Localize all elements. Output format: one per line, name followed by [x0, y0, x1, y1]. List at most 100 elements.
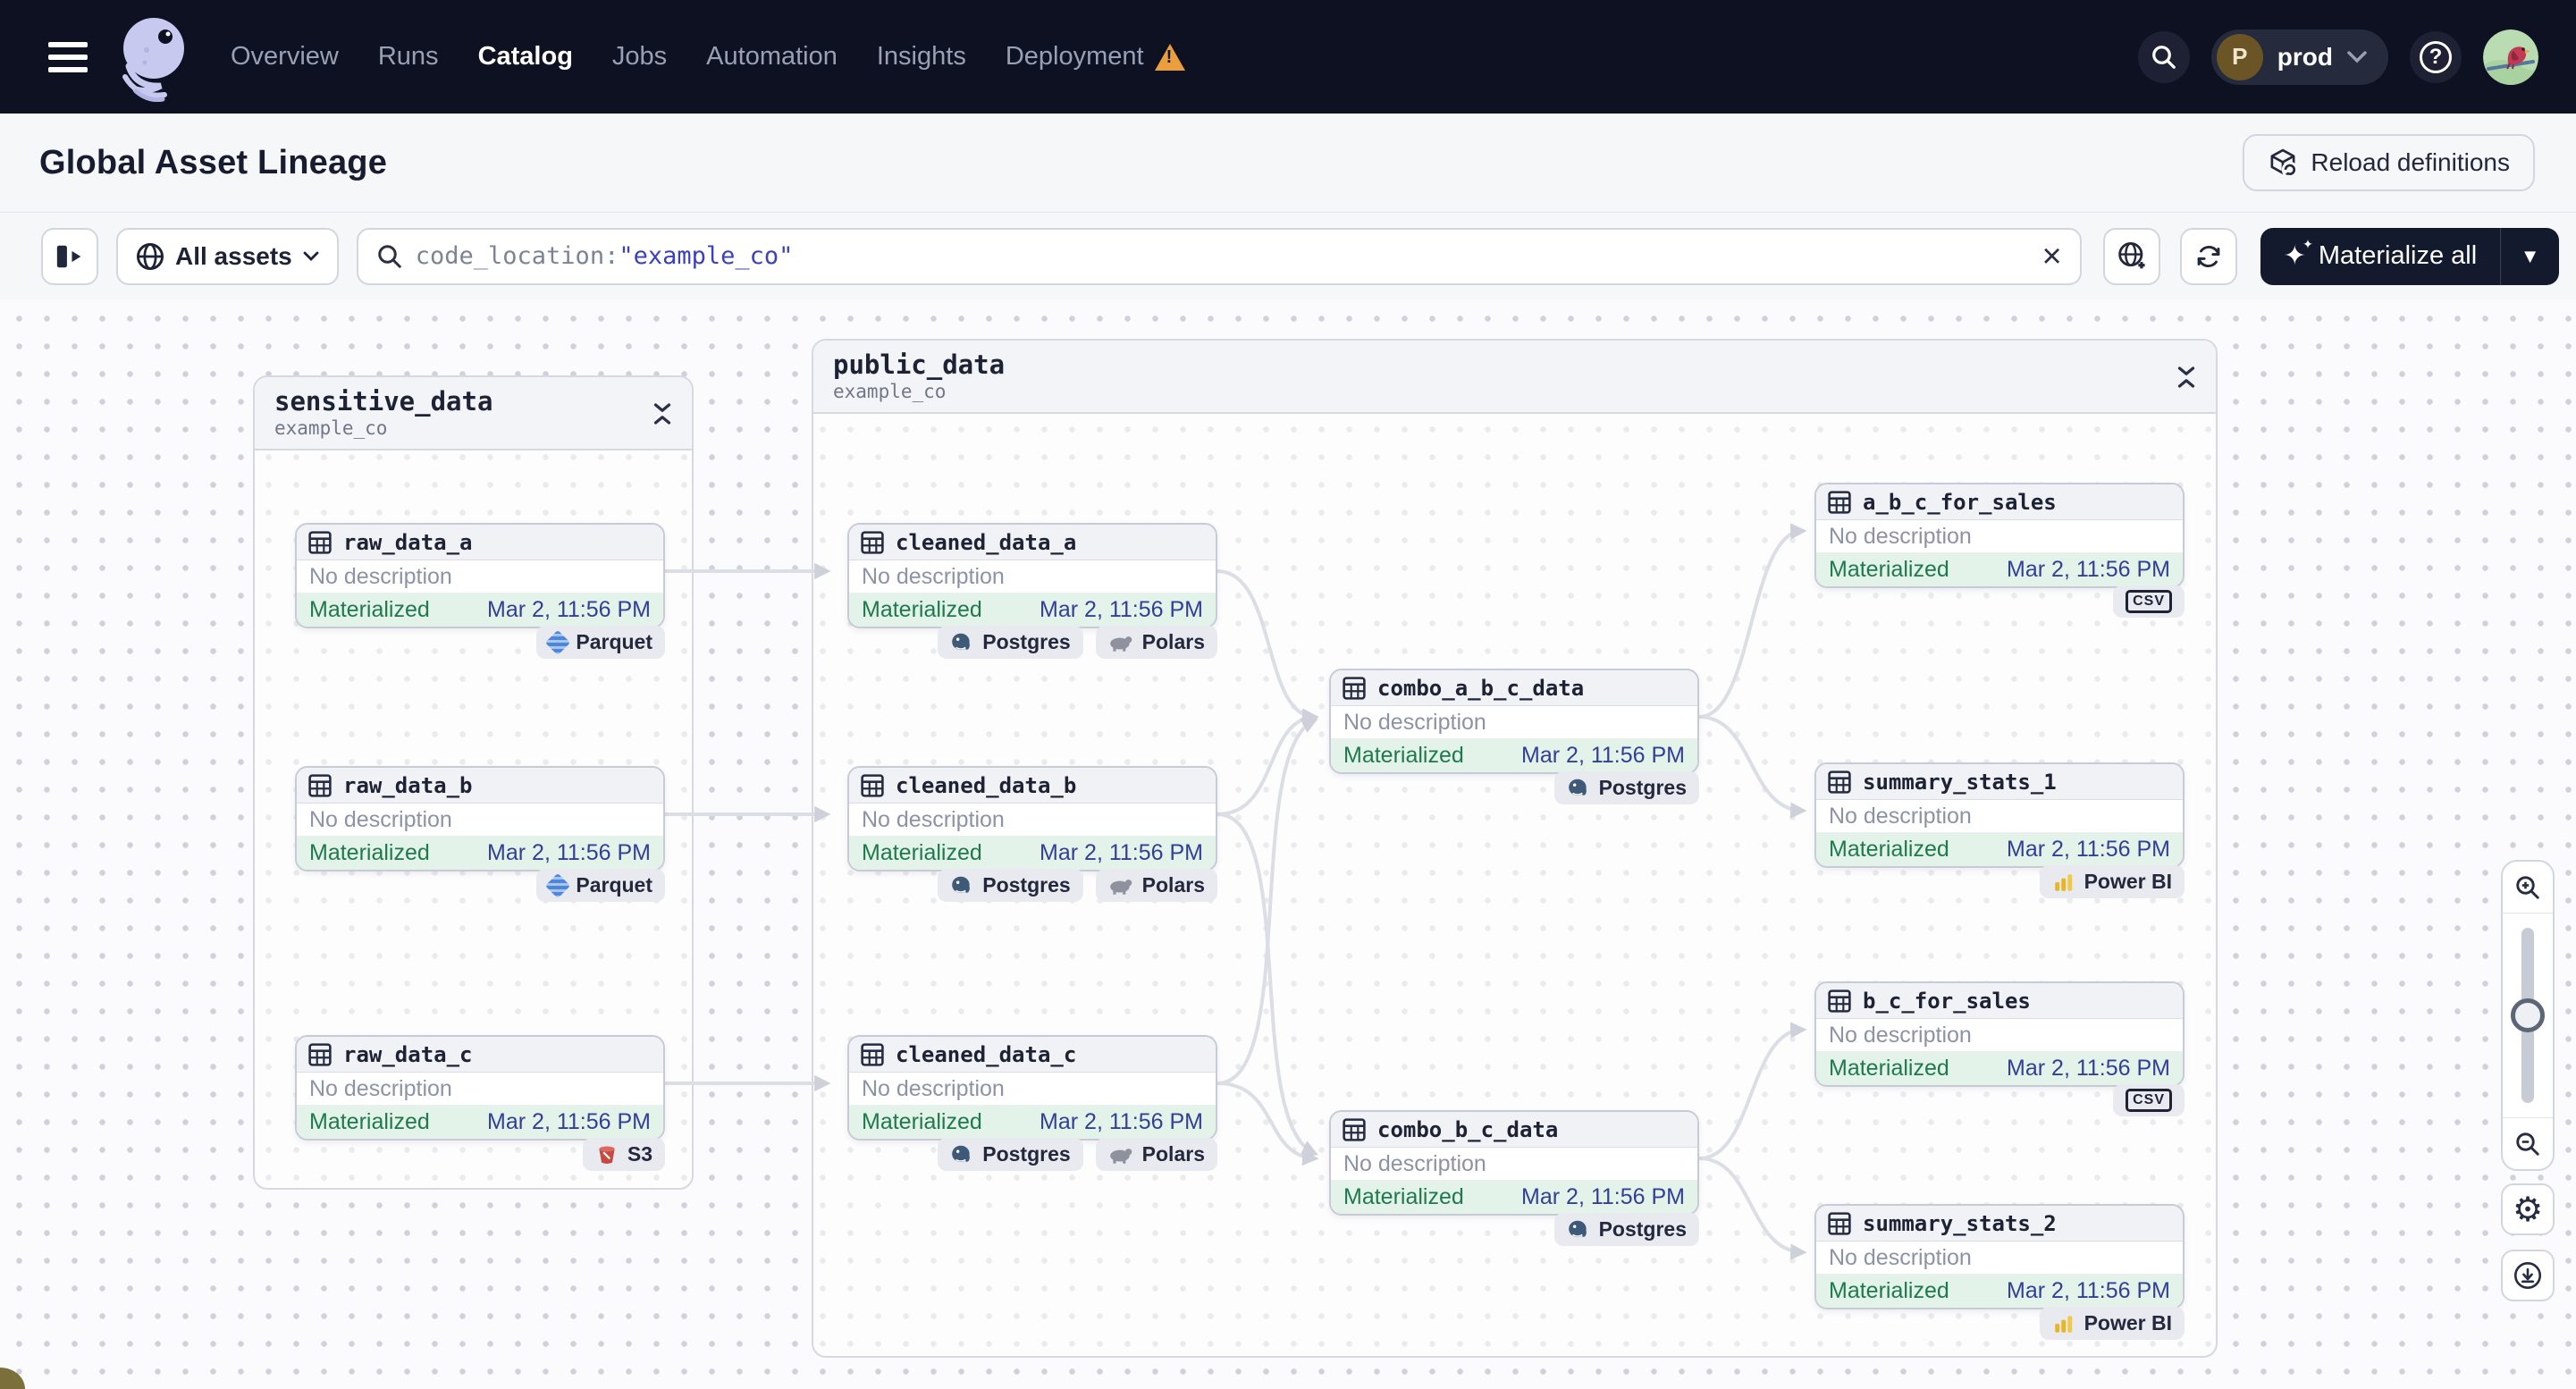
- kind-tag-powerbi[interactable]: Power BI: [2039, 865, 2185, 898]
- asset-description: No description: [849, 560, 1216, 593]
- nav-item-insights[interactable]: Insights: [876, 42, 966, 71]
- download-icon: [2513, 1261, 2542, 1290]
- reload-definitions-label: Reload definitions: [2311, 148, 2510, 176]
- asset-status: Materialized: [1829, 557, 1949, 582]
- zoom-out-button[interactable]: [2503, 1117, 2553, 1169]
- kind-tag-postgres[interactable]: Postgres: [938, 869, 1083, 902]
- graph-settings-button[interactable]: ⚙: [2501, 1183, 2555, 1235]
- table-icon: [1828, 1211, 1851, 1235]
- group-header[interactable]: public_data example_co: [813, 341, 2216, 414]
- kind-tag-polars[interactable]: Polars: [1095, 1138, 1217, 1171]
- asset-description: No description: [1816, 800, 2183, 833]
- reload-definitions-button[interactable]: Reload definitions: [2243, 134, 2535, 191]
- nav-item-automation[interactable]: Automation: [706, 42, 838, 71]
- group-code-location: example_co: [274, 417, 388, 439]
- asset-scope-dropdown[interactable]: All assets: [116, 227, 339, 285]
- asset-name: cleaned_data_b: [896, 772, 1077, 798]
- postgres-icon: [952, 633, 971, 650]
- kind-tag-parquet[interactable]: Parquet: [536, 626, 665, 659]
- collapse-group-icon[interactable]: [2175, 364, 2198, 391]
- kind-tag-postgres[interactable]: Postgres: [938, 1138, 1083, 1171]
- asset-description: No description: [1816, 520, 2183, 553]
- asset-node-combo-a-b-c-data[interactable]: combo_a_b_c_data No description Material…: [1329, 669, 1699, 774]
- refresh-icon: [2197, 245, 2220, 267]
- asset-name: combo_a_b_c_data: [1377, 675, 1585, 701]
- dagster-logo-icon[interactable]: [109, 13, 195, 102]
- nav-item-overview[interactable]: Overview: [231, 42, 339, 71]
- clear-search-icon[interactable]: ×: [2041, 237, 2062, 275]
- global-search-button[interactable]: [2137, 30, 2190, 83]
- search-query-value: "example_co": [619, 242, 794, 270]
- kind-tag-parquet[interactable]: Parquet: [536, 869, 665, 902]
- refresh-button[interactable]: [2179, 227, 2237, 285]
- powerbi-icon: [2054, 1315, 2072, 1333]
- asset-status: Materialized: [309, 597, 430, 622]
- kind-tag-s3[interactable]: S3: [582, 1138, 665, 1171]
- tag-label: Polars: [1141, 873, 1205, 897]
- user-avatar[interactable]: [2483, 29, 2538, 85]
- help-button[interactable]: ?: [2410, 30, 2462, 83]
- chevron-down-icon: [303, 251, 319, 261]
- kind-tag-polars[interactable]: Polars: [1095, 869, 1217, 902]
- page-header: Global Asset Lineage Reload definitions: [0, 114, 2576, 213]
- kind-tag-postgres[interactable]: Postgres: [1553, 771, 1699, 804]
- zoom-slider-thumb[interactable]: [2511, 998, 2545, 1032]
- asset-node-raw-data-b[interactable]: raw_data_b No description Materialized Ma…: [295, 766, 665, 871]
- table-icon: [308, 1042, 332, 1066]
- kind-tag-csv[interactable]: CSV: [2113, 1084, 2185, 1116]
- asset-node-raw-data-c[interactable]: raw_data_c No description Materialized Ma…: [295, 1035, 665, 1141]
- materialize-options-caret[interactable]: ▼: [2500, 227, 2559, 285]
- asset-status: Materialized: [1829, 1278, 1949, 1303]
- kind-tag-csv[interactable]: CSV: [2113, 585, 2185, 618]
- asset-node-a-b-c-for-sales[interactable]: a_b_c_for_sales No description Materiali…: [1814, 483, 2185, 588]
- collapse-group-icon[interactable]: [651, 400, 674, 427]
- table-icon: [861, 773, 884, 797]
- kind-tag-powerbi[interactable]: Power BI: [2039, 1307, 2185, 1340]
- asset-node-summary-stats-2[interactable]: summary_stats_2 No description Materiali…: [1814, 1204, 2185, 1309]
- nav-item-catalog[interactable]: Catalog: [477, 42, 573, 71]
- nav-item-jobs[interactable]: Jobs: [611, 42, 668, 71]
- lineage-search-input[interactable]: code_location:"example_co" ×: [356, 227, 2082, 285]
- asset-name: a_b_c_for_sales: [1863, 489, 2057, 515]
- materialize-all-button[interactable]: ✦ Materialize all: [2260, 228, 2500, 285]
- asset-node-b-c-for-sales[interactable]: b_c_for_sales No description Materialize…: [1814, 981, 2185, 1087]
- sparkles-icon: ✦: [2284, 238, 2313, 270]
- postgres-icon: [1568, 779, 1587, 796]
- asset-description: No description: [297, 1073, 663, 1106]
- reload-cube-icon: [2270, 148, 2299, 178]
- parquet-icon: [545, 872, 571, 898]
- csv-icon: CSV: [2126, 590, 2172, 613]
- kind-tag-postgres[interactable]: Postgres: [938, 626, 1083, 659]
- asset-name: raw_data_b: [343, 772, 473, 798]
- group-header[interactable]: sensitive_data example_co: [255, 377, 692, 450]
- asset-node-combo-b-c-data[interactable]: combo_b_c_data No description Materializ…: [1329, 1110, 1699, 1216]
- zoom-in-button[interactable]: [2503, 862, 2553, 913]
- kind-tag-postgres[interactable]: Postgres: [1553, 1213, 1699, 1246]
- asset-description: No description: [1816, 1242, 2183, 1275]
- hamburger-menu-icon[interactable]: [48, 41, 88, 72]
- polars-icon: [1109, 1148, 1132, 1164]
- view-options-button[interactable]: [2102, 227, 2160, 285]
- zoom-control-panel: [2501, 860, 2555, 1171]
- asset-node-summary-stats-1[interactable]: summary_stats_1 No description Materiali…: [1814, 762, 2185, 868]
- download-graph-button[interactable]: [2501, 1250, 2555, 1301]
- asset-node-cleaned-data-b[interactable]: cleaned_data_b No description Materializ…: [847, 766, 1217, 871]
- search-icon: [2151, 45, 2176, 69]
- polars-icon: [1109, 879, 1132, 895]
- open-sidebar-button[interactable]: [41, 227, 98, 285]
- asset-node-cleaned-data-a[interactable]: cleaned_data_a No description Materializ…: [847, 523, 1217, 628]
- deployment-switcher[interactable]: P prod: [2210, 29, 2388, 85]
- asset-name: summary_stats_2: [1863, 1210, 2057, 1236]
- asset-node-cleaned-data-c[interactable]: cleaned_data_c No description Materializ…: [847, 1035, 1217, 1141]
- tag-label: Postgres: [982, 630, 1071, 653]
- asset-status: Materialized: [862, 840, 982, 865]
- asset-name: cleaned_data_a: [896, 529, 1077, 555]
- nav-item-runs[interactable]: Runs: [377, 42, 439, 71]
- table-icon: [1828, 989, 1851, 1013]
- kind-tag-polars[interactable]: Polars: [1095, 626, 1217, 659]
- tag-label: Power BI: [2084, 870, 2172, 893]
- asset-status: Materialized: [1829, 837, 1949, 862]
- tag-label: S3: [627, 1142, 652, 1166]
- asset-node-raw-data-a[interactable]: raw_data_a No description Materialized Ma…: [295, 523, 665, 628]
- nav-item-deployment[interactable]: Deployment: [1005, 42, 1144, 71]
